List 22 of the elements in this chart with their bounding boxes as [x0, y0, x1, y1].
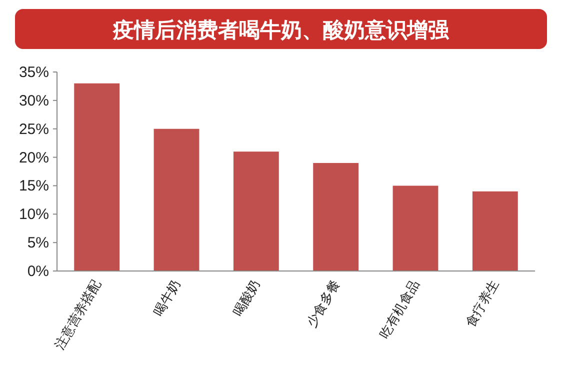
- bar: [472, 191, 518, 271]
- y-tick-label: 10%: [18, 206, 49, 224]
- y-tick-label: 30%: [18, 92, 49, 110]
- y-tick-label: 15%: [18, 178, 49, 195]
- bar: [233, 152, 279, 271]
- title: 疫情后消费者喝牛奶、酸奶意识增强: [15, 9, 547, 49]
- x-tick-label: 食疗养生: [462, 277, 502, 330]
- y-tick-label: 20%: [18, 149, 49, 166]
- y-tick-label: 35%: [18, 64, 49, 81]
- x-tick-label: 少食多餐: [303, 277, 342, 330]
- x-tick-label: 注意营养搭配: [51, 277, 104, 352]
- x-tick-label: 吃有机食品: [376, 277, 422, 341]
- bar: [74, 83, 120, 271]
- x-tick-label: 喝牛奶: [150, 277, 184, 318]
- y-tick-label: 0%: [27, 263, 49, 280]
- y-tick-label: 25%: [18, 120, 49, 138]
- x-tick-label: 喝酸奶: [230, 277, 263, 318]
- bar: [154, 128, 200, 271]
- y-tick-label: 5%: [27, 234, 49, 252]
- chart-title: 疫情后消费者喝牛奶、酸奶意识增强: [112, 18, 450, 42]
- bar: [392, 186, 438, 271]
- bar: [313, 162, 359, 271]
